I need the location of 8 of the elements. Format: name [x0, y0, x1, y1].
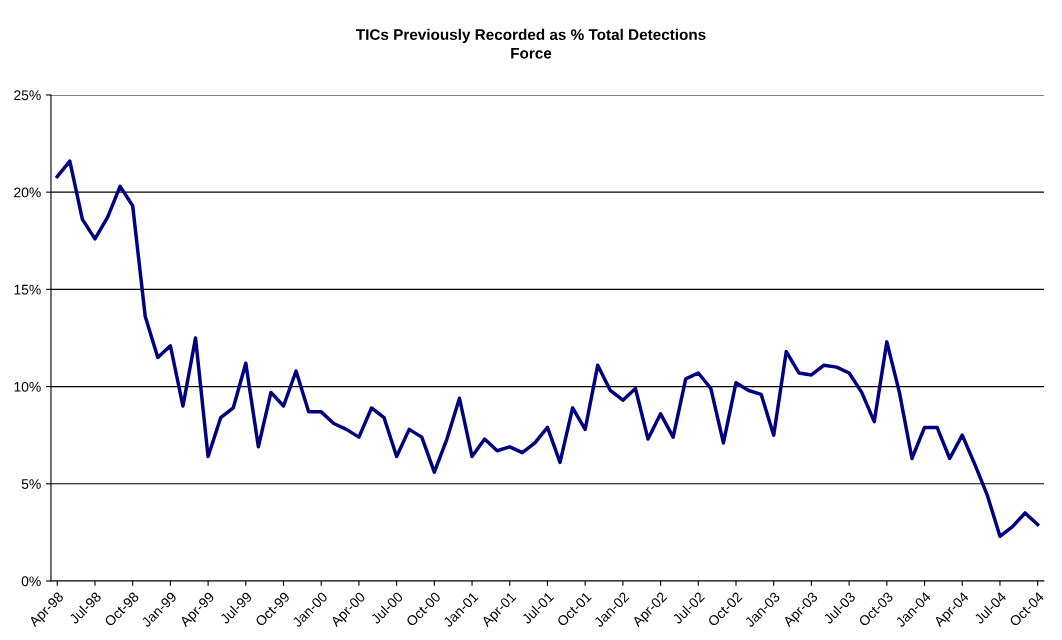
y-tick-label: 25%: [14, 90, 41, 101]
y-tick-label: 20%: [14, 187, 41, 198]
y-tick-label: 10%: [14, 381, 41, 392]
y-tick-label: 0%: [21, 576, 41, 587]
y-tick-label: 15%: [14, 284, 41, 295]
chart-title: TICs Previously Recorded as % Total Detections Force: [356, 28, 706, 59]
y-tick-label: 5%: [21, 479, 41, 489]
line-series: [55, 159, 1040, 539]
